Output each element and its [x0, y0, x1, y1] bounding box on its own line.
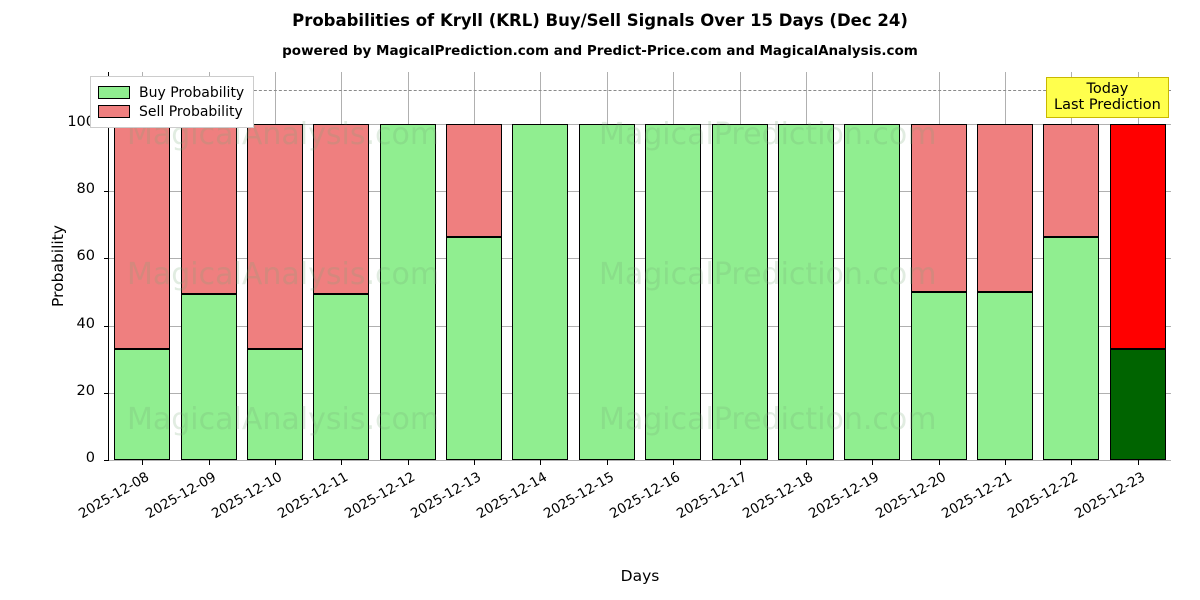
bar-2025-12-23[interactable]	[1109, 72, 1166, 460]
y-tick-label: 80	[76, 181, 95, 198]
bar-2025-12-13[interactable]	[446, 72, 503, 460]
x-tick-mark	[1137, 460, 1139, 465]
legend-item-sell: Sell Probability	[98, 102, 244, 121]
y-tick-mark	[104, 325, 109, 327]
y-tick-mark	[104, 191, 109, 193]
bar-segment-buy	[114, 349, 171, 460]
gridline-horizontal	[109, 460, 1171, 461]
bar-segment-buy	[180, 293, 237, 460]
gridline-horizontal	[109, 191, 1171, 193]
chart-legend: Buy Probability Sell Probability	[90, 76, 255, 128]
bar-segment-buy	[844, 124, 901, 460]
x-tick-mark	[606, 460, 608, 465]
bar-2025-12-16[interactable]	[645, 72, 702, 460]
legend-label-sell: Sell Probability	[139, 103, 243, 120]
bar-2025-12-08[interactable]	[114, 72, 171, 460]
today-annotation: Today Last Prediction	[1046, 77, 1169, 119]
bar-segment-buy	[1043, 237, 1100, 460]
bar-segment-buy	[711, 124, 768, 460]
y-axis-label: Probability	[49, 225, 67, 307]
chart-subtitle: powered by MagicalPrediction.com and Pre…	[282, 43, 918, 59]
y-tick-label: 40	[76, 315, 95, 332]
bar-segment-sell	[180, 124, 237, 294]
y-tick-mark	[104, 258, 109, 260]
legend-swatch-sell	[98, 105, 130, 118]
bar-segment-buy	[379, 124, 436, 460]
bar-segment-buy	[246, 349, 303, 460]
x-tick-mark	[872, 460, 874, 465]
bar-segment-sell	[446, 124, 503, 238]
bar-2025-12-15[interactable]	[578, 72, 635, 460]
bar-segment-sell	[977, 124, 1034, 293]
bar-2025-12-22[interactable]	[1043, 72, 1100, 460]
x-tick-mark	[341, 460, 343, 465]
bar-2025-12-11[interactable]	[313, 72, 370, 460]
x-tick-mark	[938, 460, 940, 465]
bar-segment-sell	[1043, 124, 1100, 238]
y-tick-mark	[104, 460, 109, 461]
gridline-horizontal	[109, 124, 1171, 126]
bar-2025-12-20[interactable]	[910, 72, 967, 460]
x-tick-mark	[142, 460, 144, 465]
x-tick-mark	[540, 460, 542, 465]
x-tick-mark	[805, 460, 807, 465]
chart-title: Probabilities of Kryll (KRL) Buy/Sell Si…	[292, 11, 908, 30]
y-tick-label: 60	[76, 248, 95, 265]
bar-segment-sell	[313, 124, 370, 294]
gridline-horizontal	[109, 392, 1171, 394]
bar-2025-12-09[interactable]	[180, 72, 237, 460]
x-tick-mark	[1071, 460, 1073, 465]
bar-segment-buy	[313, 293, 370, 460]
legend-item-buy: Buy Probability	[98, 83, 244, 102]
x-tick-mark	[407, 460, 409, 465]
gridline-horizontal	[109, 258, 1171, 260]
bar-segment-sell	[246, 124, 303, 350]
bar-segment-sell	[910, 124, 967, 293]
bar-2025-12-18[interactable]	[777, 72, 834, 460]
x-tick-mark	[208, 460, 210, 465]
x-axis-label: Days	[620, 567, 660, 585]
y-tick-label: 0	[85, 450, 95, 466]
y-tick-label: 20	[76, 382, 95, 399]
legend-swatch-buy	[98, 86, 130, 99]
bar-segment-sell	[1109, 124, 1166, 350]
gridline-horizontal	[109, 325, 1171, 327]
reference-dashed-line	[109, 90, 1171, 92]
bar-segment-sell	[114, 124, 171, 350]
bar-segment-buy	[645, 124, 702, 460]
y-tick-mark	[104, 392, 109, 394]
bar-2025-12-21[interactable]	[977, 72, 1034, 460]
today-annotation-line1: Today	[1086, 81, 1129, 97]
bar-2025-12-12[interactable]	[379, 72, 436, 460]
bar-segment-buy	[1109, 349, 1166, 460]
x-tick-mark	[673, 460, 675, 465]
bar-segment-buy	[578, 124, 635, 460]
x-tick-mark	[1005, 460, 1007, 465]
bar-segment-buy	[446, 237, 503, 460]
bar-2025-12-17[interactable]	[711, 72, 768, 460]
bar-2025-12-19[interactable]	[844, 72, 901, 460]
x-tick-mark	[274, 460, 276, 465]
bar-2025-12-14[interactable]	[512, 72, 569, 460]
bar-segment-buy	[777, 124, 834, 460]
x-tick-mark	[474, 460, 476, 465]
plot-area: MagicalAnalysis.com MagicalPrediction.com…	[49, 72, 1171, 585]
bar-segment-buy	[910, 292, 967, 460]
bar-segment-buy	[512, 124, 569, 460]
bar-segment-buy	[977, 292, 1034, 460]
x-tick-mark	[739, 460, 741, 465]
today-annotation-line2: Last Prediction	[1054, 97, 1161, 114]
y-tick-label: 100	[67, 114, 95, 131]
legend-label-buy: Buy Probability	[139, 84, 245, 101]
bar-2025-12-10[interactable]	[246, 72, 303, 460]
